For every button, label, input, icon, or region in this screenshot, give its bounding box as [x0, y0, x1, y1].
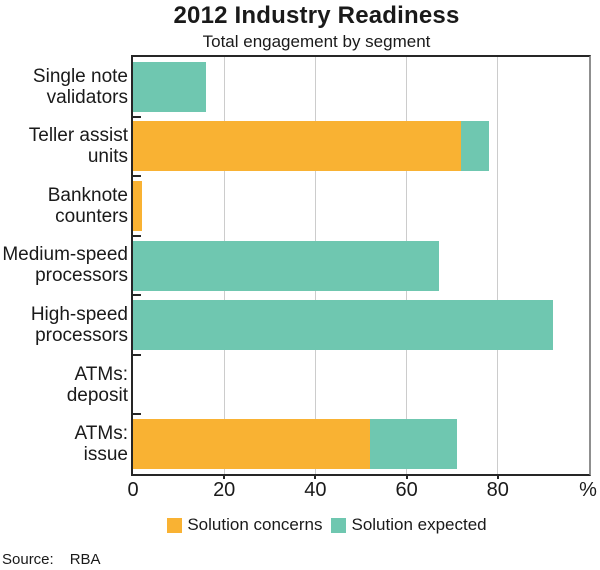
bar-segment-solution-expected	[461, 121, 489, 172]
x-axis-tick-mark	[223, 476, 226, 479]
y-axis-label-line: High-speed	[30, 304, 128, 326]
chart-title: 2012 Industry Readiness	[173, 2, 460, 29]
y-axis-label-6: ATMs: deposit	[0, 355, 129, 415]
y-axis-label-line: Single note	[32, 65, 128, 87]
y-axis-label-line: ATMs:	[74, 363, 128, 385]
y-axis-category-tick	[133, 175, 141, 178]
y-axis-label-line: Teller assist	[28, 125, 128, 147]
y-axis-category-tick	[133, 413, 141, 416]
y-axis-label-line: units	[87, 146, 128, 168]
bar-row-7	[133, 419, 457, 470]
bar-segment-solution-expected	[370, 419, 457, 470]
legend-swatch-solution-expected	[331, 517, 347, 533]
bar-segment-solution-expected	[133, 61, 206, 112]
bar-segment-solution-concerns	[133, 180, 143, 231]
chart-subtitle: Total engagement by segment	[202, 32, 431, 51]
y-axis-label-line: counters	[55, 205, 128, 227]
y-axis-label-line: Banknote	[47, 184, 128, 206]
plot-area	[131, 55, 591, 476]
y-axis-category-tick	[133, 353, 141, 356]
x-axis-tick-label-0: 0	[127, 479, 139, 501]
y-axis-label-line: issue	[83, 444, 128, 466]
bar-row-5	[133, 300, 553, 351]
source-value: RBA	[69, 551, 101, 568]
y-axis-label-4: Medium-speed processors	[0, 236, 129, 296]
y-axis-label-3: Banknote counters	[0, 176, 129, 236]
y-axis-label-7: ATMs: issue	[0, 414, 129, 474]
y-axis-label-2: Teller assist units	[0, 117, 129, 177]
bar-segment-solution-concerns	[133, 419, 371, 470]
y-axis-label-5: High-speed processors	[0, 295, 129, 355]
source-label: Source:	[2, 551, 54, 568]
bar-segment-solution-expected	[133, 240, 439, 291]
bar-segment-solution-concerns	[133, 121, 462, 172]
y-axis-label-line: processors	[35, 265, 128, 287]
y-axis-category-tick	[133, 234, 141, 237]
bar-segment-solution-expected	[133, 300, 553, 351]
bar-row-3	[133, 180, 143, 231]
x-axis-tick-label-40: 40	[304, 479, 327, 501]
y-axis-label-line: processors	[35, 325, 128, 347]
y-axis-label-line: ATMs:	[74, 423, 128, 445]
x-axis-tick-mark	[314, 476, 317, 479]
y-axis-category-tick	[133, 294, 141, 297]
legend: Solution concerns Solution expected	[54, 515, 600, 535]
x-axis-tick-label-80: 80	[486, 479, 509, 501]
x-axis-tick-label-60: 60	[395, 479, 418, 501]
bar-row-1	[133, 61, 206, 112]
y-axis-category-tick	[133, 115, 141, 118]
legend-swatch-solution-concerns	[167, 517, 183, 533]
x-axis-labels: 0 20 40 60 80%	[0, 480, 600, 502]
legend-label-solution-concerns: Solution concerns	[187, 515, 323, 534]
x-axis-tick-label-20: 20	[213, 479, 236, 501]
y-axis-label-1: Single note validators	[0, 57, 129, 117]
gridline-80	[497, 57, 499, 474]
x-axis-unit-label: %	[579, 479, 597, 501]
legend-label-solution-expected: Solution expected	[351, 515, 487, 534]
x-axis-tick-mark	[405, 476, 408, 479]
bar-row-4	[133, 240, 439, 291]
y-axis-label-line: Medium-speed	[2, 244, 128, 266]
y-axis-label-line: deposit	[66, 384, 128, 406]
y-axis-label-line: validators	[46, 86, 128, 108]
source-note: Source: RBA	[2, 551, 101, 568]
bar-row-2	[133, 121, 489, 172]
y-axis-labels: Single note validators Teller assist units B…	[0, 57, 129, 474]
x-axis-tick-mark	[496, 476, 499, 479]
